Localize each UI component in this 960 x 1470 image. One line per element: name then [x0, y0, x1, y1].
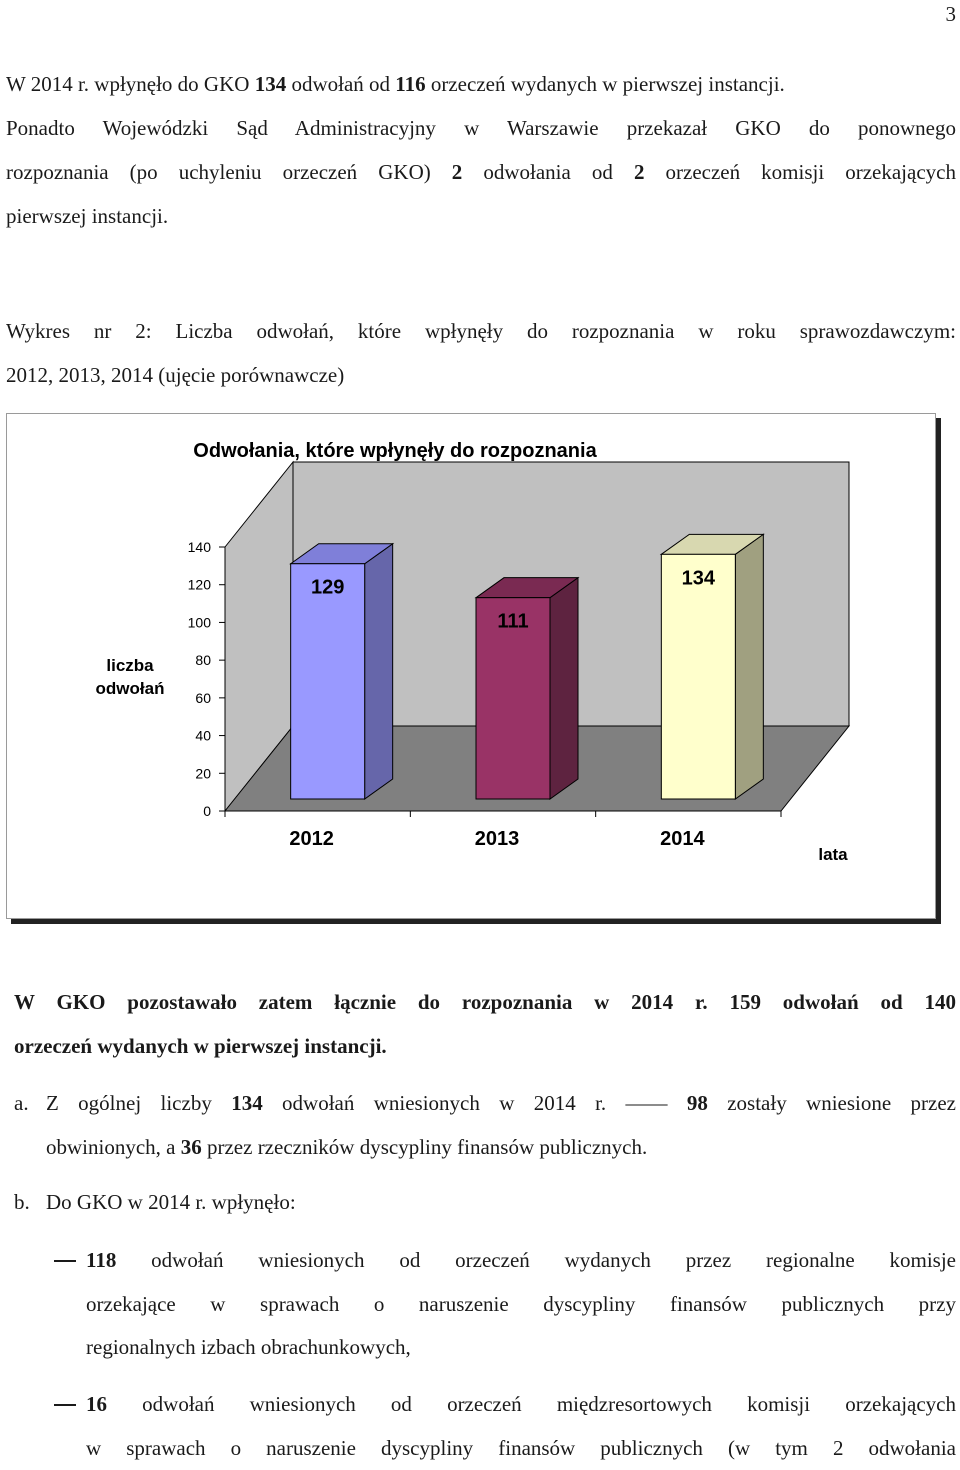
bar-value-label: 134: [682, 567, 716, 589]
page-number: 3: [945, 2, 957, 26]
bullet-2-line-2: w sprawach o naruszenie dyscypliny finan…: [86, 1436, 956, 1460]
x-axis-label: lata: [818, 845, 848, 864]
intro-line-4: pierwszej instancji.: [6, 204, 169, 228]
bar-2013: [474, 576, 580, 800]
bullet-1-line-3: regionalnych izbach obrachunkowych,: [86, 1335, 411, 1359]
y-tick-label: 0: [203, 803, 211, 819]
y-tick-label: 120: [188, 577, 212, 593]
bar-2012: [289, 542, 395, 800]
summary-line-1: W GKO pozostawało zatem łącznie do rozpo…: [14, 990, 956, 1014]
caption-line-1: Wykres nr 2: Liczba odwołań, które wpłyn…: [6, 319, 956, 343]
bar-2014: [659, 533, 765, 800]
bar-chart: 020406080100120140129201211120131342014 …: [96, 440, 851, 864]
bullet-dash-icon: [54, 1260, 76, 1262]
item-a-line-1: Z ogólnej liczby 134 odwołań wniesionych…: [46, 1091, 956, 1115]
y-tick-label: 20: [195, 765, 211, 781]
intro-line-2: Ponadto Wojewódzki Sąd Administracyjny w…: [6, 116, 956, 140]
bar-front: [660, 553, 736, 800]
dash-icon: ——: [625, 1091, 668, 1115]
intro-line-1: W 2014 r. wpłynęło do GKO 134 odwołań od…: [6, 72, 785, 96]
bullet-1-line-2: orzekające w sprawach o naruszenie dyscy…: [86, 1292, 956, 1316]
summary-line-2: orzeczeń wydanych w pierwszej instancji.: [14, 1034, 387, 1058]
item-b-text: Do GKO w 2014 r. wpłynęło:: [46, 1190, 296, 1214]
summary-paragraph: W GKO pozostawało zatem łącznie do rozpo…: [6, 980, 956, 1068]
bullet-1-line-1: 118 odwołań wniesionych od orzeczeń wyda…: [86, 1248, 956, 1272]
y-axis-label-line-1: liczba: [106, 656, 154, 675]
intro-paragraph: W 2014 r. wpłynęło do GKO 134 odwołań od…: [6, 62, 956, 238]
y-tick-label: 60: [195, 690, 211, 706]
bar-value-label: 129: [311, 577, 344, 599]
bar-front: [475, 597, 551, 800]
chart-caption: Wykres nr 2: Liczba odwołań, które wpłyn…: [6, 309, 956, 397]
y-tick-label: 80: [195, 652, 211, 668]
chart-frame: 0 20 40 60 80 100 120 140 129 2012 111 2013 134 2014 …: [6, 413, 936, 919]
bar-front: [290, 563, 366, 800]
y-tick-label: 140: [188, 539, 212, 555]
bar-side: [734, 533, 764, 800]
y-tick-label: 100: [188, 614, 212, 630]
caption-line-2: 2012, 2013, 2014 (ujęcie porównawcze): [6, 363, 345, 387]
bullet-2-line-1: 16 odwołań wniesionych od orzeczeń międz…: [86, 1392, 956, 1416]
item-a-marker: a.: [14, 1091, 29, 1115]
y-axis-label-line-2: odwołań: [96, 679, 165, 698]
bar-value-label: 111: [497, 611, 528, 633]
x-category-label: 2012: [289, 828, 334, 850]
bar-side: [364, 542, 394, 800]
x-category-label: 2013: [475, 828, 520, 850]
chart-title: Odwołania, które wpłynęły do rozpoznania: [193, 440, 597, 462]
item-b-marker: b.: [14, 1190, 30, 1214]
item-a-line-2: obwinionych, a 36 przez rzeczników dyscy…: [46, 1135, 648, 1159]
bar-side: [549, 576, 579, 800]
y-tick-label: 40: [195, 728, 211, 744]
bullet-dash-icon: [54, 1404, 76, 1406]
x-category-label: 2014: [660, 828, 705, 850]
intro-line-3: rozpoznania (po uchyleniu orzeczeń GKO) …: [6, 160, 956, 184]
